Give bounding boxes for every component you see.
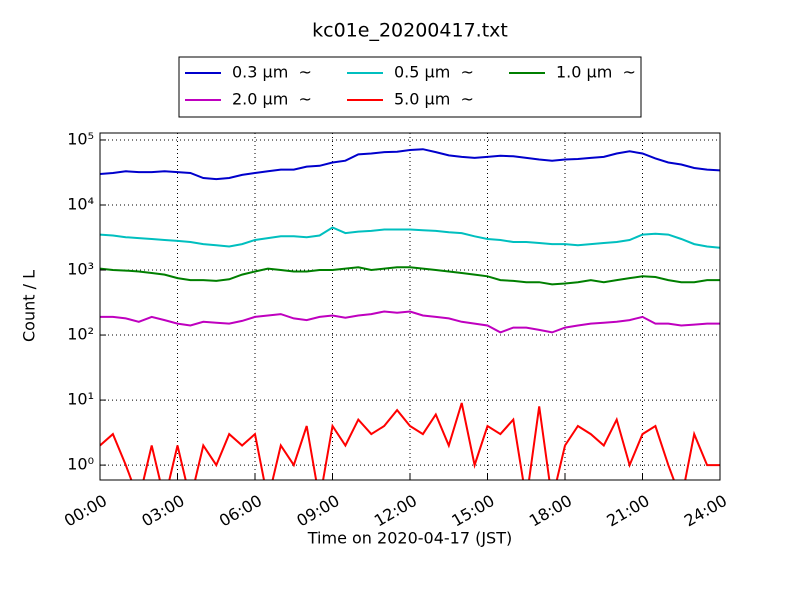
legend-label: 1.0 μm ~ (556, 63, 636, 82)
series-line (100, 226, 720, 249)
x-tick-label: 09:00 (293, 491, 342, 531)
x-tick-label: 06:00 (216, 491, 265, 531)
x-tick-label: 18:00 (526, 491, 575, 531)
x-tick-label: 24:00 (681, 491, 730, 531)
legend (178, 56, 642, 118)
x-tick-label: 12:00 (371, 491, 420, 531)
y-tick-label: 10² (67, 325, 94, 344)
x-tick-label: 21:00 (603, 491, 652, 531)
x-tick-label: 00:00 (61, 491, 110, 531)
series-line (100, 266, 720, 286)
legend-label: 2.0 μm ~ (232, 90, 312, 109)
y-tick-label: 10³ (67, 260, 94, 279)
x-tick-label: 15:00 (448, 491, 497, 531)
x-tick-label: 03:00 (138, 491, 187, 531)
legend-label: 5.0 μm ~ (394, 90, 474, 109)
series-line (100, 310, 720, 334)
chart-title: kc01e_20200417.txt (312, 20, 508, 42)
x-axis-label: Time on 2020-04-17 (JST) (307, 529, 512, 548)
series-line (100, 148, 720, 181)
plot-area (99, 133, 721, 480)
series-line (100, 402, 720, 480)
legend-label: 0.3 μm ~ (232, 63, 312, 82)
y-axis-label: Count / L (20, 270, 39, 342)
y-tick-label: 10⁴ (67, 194, 94, 213)
y-tick-label: 10⁰ (67, 455, 94, 474)
y-tick-label: 10⁵ (67, 129, 94, 148)
legend-label: 0.5 μm ~ (394, 63, 474, 82)
y-tick-label: 10¹ (67, 390, 94, 409)
